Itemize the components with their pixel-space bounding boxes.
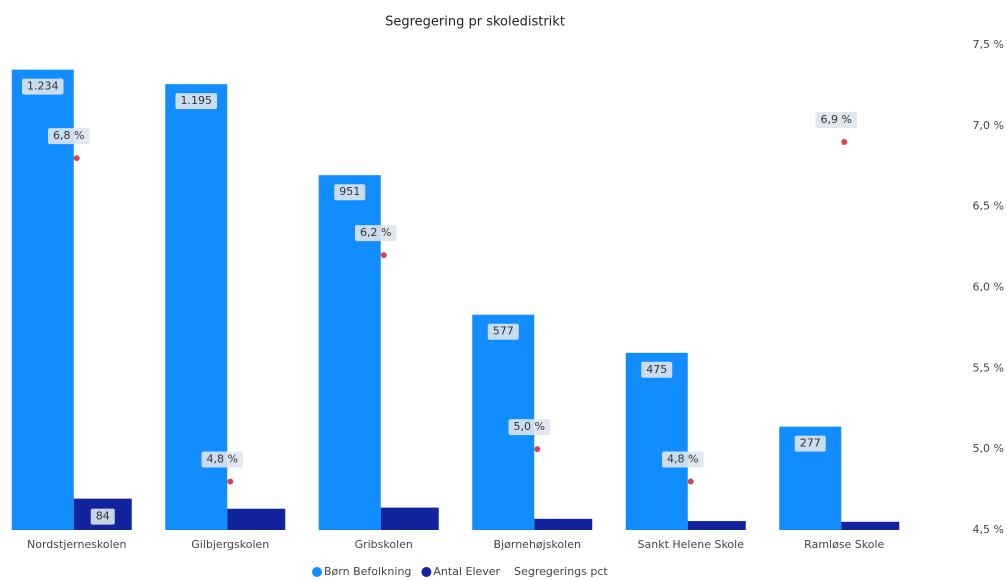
legend-marker bbox=[312, 567, 322, 577]
legend-marker bbox=[421, 567, 432, 577]
data-label: 277 bbox=[800, 437, 821, 450]
point bbox=[73, 155, 80, 162]
data-label: 6,9 % bbox=[821, 113, 852, 126]
data-label: 6,2 % bbox=[360, 226, 391, 239]
bar bbox=[11, 69, 74, 530]
bar bbox=[841, 521, 900, 530]
data-label-box bbox=[794, 435, 826, 452]
data-label-box bbox=[48, 128, 90, 145]
data-label: 84 bbox=[96, 510, 110, 523]
data-label-box bbox=[334, 184, 366, 201]
data-label-box bbox=[641, 361, 673, 378]
bar bbox=[687, 521, 746, 530]
bar bbox=[227, 508, 286, 530]
data-label-box bbox=[201, 451, 243, 468]
data-label-box bbox=[22, 78, 64, 95]
bar bbox=[380, 507, 439, 530]
x-tick-label: Sankt Helene Skole bbox=[638, 538, 745, 551]
data-label: 577 bbox=[493, 325, 514, 338]
y2-tick-label: 4,5 % bbox=[973, 523, 1004, 536]
point bbox=[227, 478, 234, 485]
y2-tick-label: 6,0 % bbox=[973, 281, 1004, 294]
point bbox=[841, 139, 848, 145]
data-label: 4,8 % bbox=[207, 453, 238, 466]
data-label-box bbox=[90, 508, 115, 525]
data-label: 951 bbox=[339, 185, 360, 198]
x-tick-label: Gribskolen bbox=[355, 538, 413, 551]
y2-tick-label: 7,5 % bbox=[973, 38, 1004, 51]
legend-label: Segregerings pct bbox=[514, 565, 608, 578]
bar bbox=[625, 352, 688, 530]
legend-label: Børn Befolkning bbox=[324, 565, 411, 578]
bar bbox=[534, 518, 593, 530]
x-tick-label: Nordstjerneskolen bbox=[27, 538, 126, 551]
point bbox=[687, 478, 694, 485]
data-label: 5,0 % bbox=[514, 420, 545, 433]
data-label-box bbox=[662, 451, 704, 468]
data-label-box bbox=[175, 93, 217, 110]
x-tick-label: Ramløse Skole bbox=[804, 538, 884, 551]
point bbox=[380, 252, 387, 259]
y2-tick-label: 6,5 % bbox=[973, 200, 1004, 213]
data-label-box bbox=[487, 323, 519, 340]
data-label: 6,8 % bbox=[53, 129, 84, 142]
y2-tick-label: 7,0 % bbox=[973, 119, 1004, 132]
data-label: 1.195 bbox=[181, 94, 213, 107]
x-tick-label: Bjørnehøjskolen bbox=[494, 538, 581, 551]
data-label-box bbox=[355, 225, 397, 242]
data-label-box bbox=[815, 112, 857, 128]
data-label: 475 bbox=[646, 363, 667, 376]
y2-tick-label: 5,5 % bbox=[973, 361, 1004, 374]
point bbox=[534, 446, 541, 453]
chart-title: Segregering pr skoledistrikt bbox=[385, 15, 565, 30]
data-label: 4,8 % bbox=[667, 453, 698, 466]
y2-tick-label: 5,0 % bbox=[973, 442, 1004, 455]
legend-label: Antal Elever bbox=[433, 565, 500, 578]
data-label-box bbox=[508, 419, 550, 436]
x-tick-label: Gilbjergskolen bbox=[191, 538, 269, 551]
data-label: 1.234 bbox=[27, 80, 59, 93]
